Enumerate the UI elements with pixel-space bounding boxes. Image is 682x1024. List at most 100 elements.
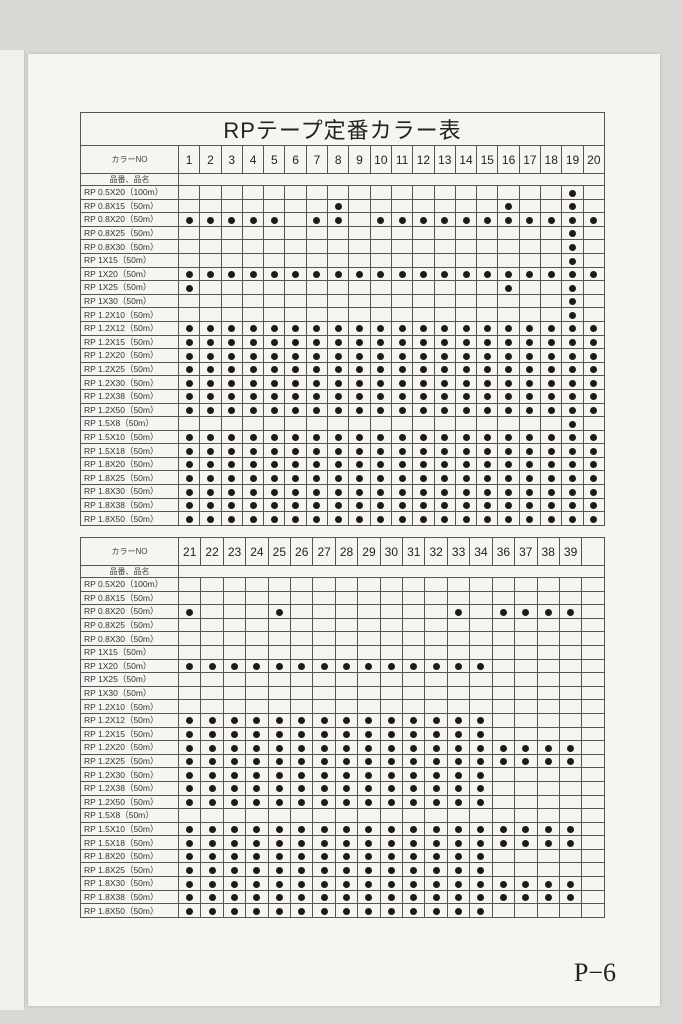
availability-cell [177, 239, 201, 254]
availability-cell [334, 780, 359, 796]
product-name: RP 1.5X8（50m） [80, 808, 179, 823]
availability-cell [245, 644, 269, 660]
available-dot [186, 785, 194, 793]
availability-cell [454, 456, 478, 472]
available-dot [208, 853, 216, 861]
availability-cell [412, 293, 435, 309]
available-dot [398, 461, 406, 469]
availability-cell [446, 726, 471, 742]
available-dot [455, 880, 463, 888]
available-dot [249, 339, 257, 347]
availability-cell [334, 808, 359, 823]
availability-cell [558, 590, 583, 606]
availability-cell [327, 198, 350, 214]
availability-cell [312, 753, 336, 769]
availability-cell [469, 699, 493, 714]
availability-cell [558, 658, 583, 674]
availability-cell [200, 740, 224, 755]
available-dot [275, 731, 283, 739]
availability-cell [582, 266, 606, 282]
available-dot [320, 663, 328, 671]
availability-cell [357, 821, 381, 837]
table-row: RP 1.2X10（50m） [80, 699, 605, 714]
available-dot [365, 894, 373, 902]
availability-cell [491, 876, 516, 891]
availability-cell [369, 225, 392, 241]
available-dot [377, 434, 385, 442]
product-name: RP 1.2X10（50m） [80, 699, 179, 714]
availability-cell [199, 497, 222, 513]
available-dot [410, 867, 418, 875]
table-title: RPテープ定番カラー表 [80, 112, 605, 146]
availability-cell [581, 835, 605, 850]
availability-cell [433, 266, 456, 282]
available-dot [298, 799, 306, 807]
product-name: RP 1.8X50（50m） [80, 511, 179, 526]
available-dot [343, 771, 351, 779]
availability-cell [558, 577, 583, 592]
available-dot [206, 447, 214, 455]
availability-cell [305, 348, 329, 363]
available-dot [231, 880, 239, 888]
availability-cell [220, 225, 243, 241]
available-dot [185, 475, 193, 483]
product-name: RP 1X30（50m） [80, 685, 179, 701]
availability-cell [245, 590, 269, 606]
availability-cell [540, 429, 563, 445]
available-dot [186, 717, 194, 725]
availability-cell [379, 672, 404, 687]
available-dot [432, 839, 440, 847]
availability-cell [357, 672, 381, 687]
availability-cell [290, 889, 314, 905]
table-row: RP 1.2X15（50m） [80, 334, 606, 350]
available-dot [313, 352, 321, 360]
available-dot [590, 325, 598, 333]
availability-cell [582, 402, 606, 418]
availability-cell [267, 848, 292, 864]
availability-cell [446, 862, 471, 878]
availability-cell [446, 821, 471, 837]
availability-cell [412, 198, 435, 214]
available-dot [334, 271, 342, 279]
availability-cell [561, 252, 584, 268]
available-dot [253, 826, 261, 834]
color-number: 2 [199, 145, 222, 174]
availability-cell [558, 903, 583, 918]
availability-cell [199, 429, 222, 445]
available-dot [270, 352, 278, 360]
availability-cell [469, 848, 493, 864]
availability-cell [245, 631, 269, 646]
available-dot [275, 771, 283, 779]
availability-cell [305, 456, 329, 472]
color-number: 10 [369, 145, 392, 174]
availability-cell [561, 429, 584, 445]
availability-cell [469, 780, 493, 796]
available-dot [455, 839, 463, 847]
availability-cell [290, 631, 314, 646]
availability-cell [220, 470, 243, 486]
available-dot [455, 717, 463, 725]
availability-cell [177, 835, 202, 850]
available-dot [462, 325, 470, 333]
availability-cell [200, 726, 224, 742]
availability-cell [536, 604, 560, 619]
availability-cell [284, 484, 307, 499]
availability-cell [491, 604, 516, 619]
availability-cell [390, 212, 414, 227]
available-dot [483, 407, 491, 415]
available-dot [253, 785, 261, 793]
available-dot [526, 216, 534, 224]
available-dot [253, 758, 261, 766]
availability-cell [241, 212, 265, 227]
availability-cell [199, 266, 222, 282]
availability-cell [491, 699, 516, 714]
availability-cell [305, 416, 329, 431]
available-dot [477, 771, 485, 779]
available-dot [208, 799, 216, 807]
available-dot [365, 731, 373, 739]
product-name: RP 1.2X12（50m） [80, 320, 179, 336]
available-dot [249, 379, 257, 387]
availability-cell [327, 375, 350, 390]
available-dot [253, 799, 261, 807]
availability-cell [290, 753, 314, 769]
